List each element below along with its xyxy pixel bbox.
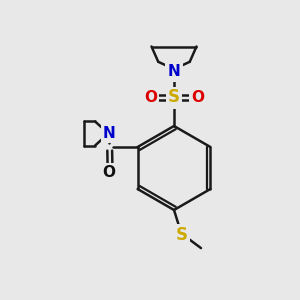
- Text: O: O: [103, 165, 116, 180]
- Text: N: N: [103, 126, 116, 141]
- Text: O: O: [191, 90, 204, 105]
- Text: N: N: [168, 64, 180, 80]
- Text: S: S: [176, 226, 188, 244]
- Text: O: O: [144, 90, 157, 105]
- Text: S: S: [168, 88, 180, 106]
